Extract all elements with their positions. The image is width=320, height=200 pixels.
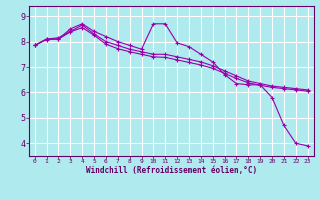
X-axis label: Windchill (Refroidissement éolien,°C): Windchill (Refroidissement éolien,°C) <box>86 166 257 175</box>
